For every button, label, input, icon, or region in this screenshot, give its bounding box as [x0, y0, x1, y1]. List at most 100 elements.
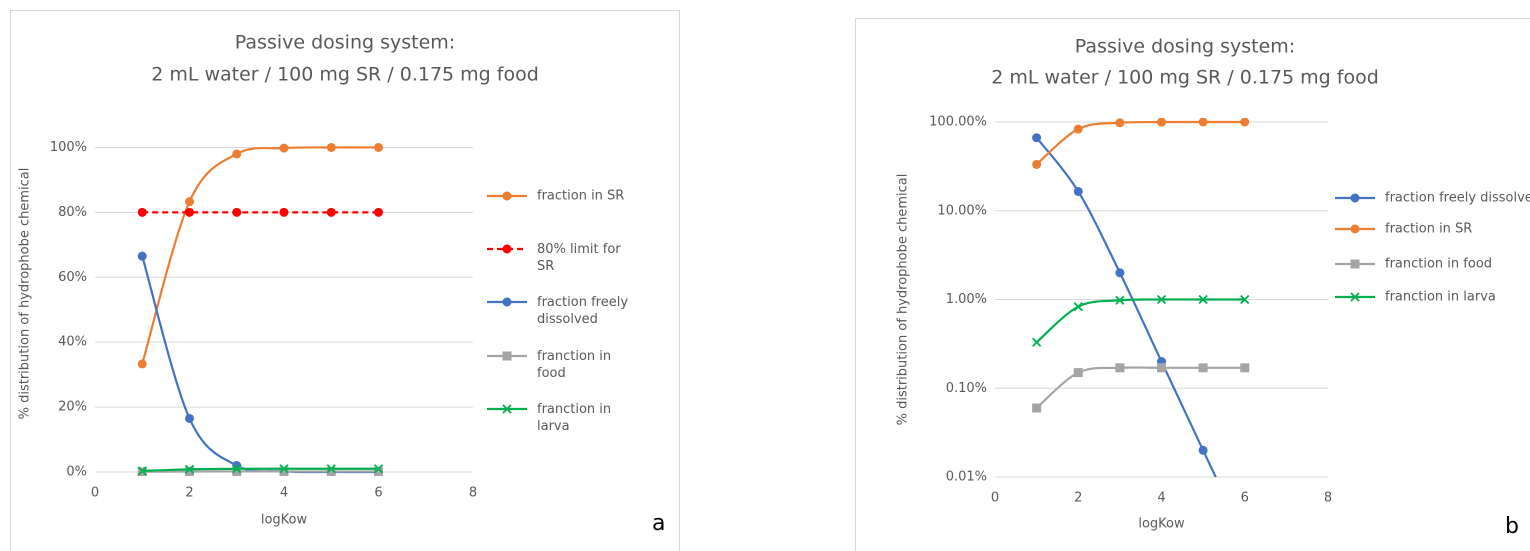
marker: [374, 142, 383, 152]
marker: [279, 143, 289, 153]
series-line: [1035, 120, 1245, 166]
y-tick-label: 0.10%: [946, 381, 987, 396]
marker: [1073, 302, 1083, 312]
legend-marker: [1350, 259, 1360, 269]
marker: [1031, 337, 1042, 347]
marker: [1198, 363, 1208, 373]
legend-label: franction in larva: [1385, 290, 1496, 305]
panel-label: a: [652, 511, 665, 536]
legend-label: fraction freely dissolved: [1385, 191, 1530, 206]
marker: [232, 464, 242, 474]
y-tick-label: 40%: [58, 335, 87, 350]
marker: [137, 251, 147, 261]
marker: [1240, 535, 1249, 544]
y-axis-label: % distribution of hydrophobe chemical: [18, 168, 33, 420]
legend-label: franction in food: [1385, 257, 1492, 272]
marker: [1198, 294, 1208, 305]
marker: [326, 207, 336, 217]
series-line: [1035, 137, 1217, 477]
series-line: [1035, 298, 1245, 344]
series-line: [141, 255, 379, 474]
y-tick-label: 0%: [66, 465, 87, 480]
marker: [137, 466, 147, 476]
plot-area: [1031, 118, 1250, 544]
marker: [326, 466, 336, 476]
marker: [1157, 118, 1166, 127]
legend-label: fraction in SR: [1385, 222, 1472, 237]
panel-border: [10, 10, 680, 551]
marker: [1073, 124, 1083, 134]
marker: [326, 464, 336, 474]
marker: [185, 413, 194, 423]
plot-area: [137, 142, 384, 476]
y-tick-label: 20%: [58, 400, 87, 415]
legend-label: franction in larva: [537, 402, 615, 434]
x-tick-label: 8: [469, 486, 477, 501]
chart-title: 2 mL water / 100 mg SR / 0.175 mg food: [151, 64, 539, 86]
x-tick-label: 8: [1324, 491, 1332, 506]
marker: [232, 149, 242, 159]
x-tick-label: 6: [374, 486, 382, 501]
x-axis-label: logKow: [261, 513, 308, 528]
legend-marker: [502, 297, 512, 307]
panel-border: [855, 18, 1530, 551]
x-tick-label: 2: [185, 486, 193, 501]
marker: [1115, 363, 1125, 373]
x-tick-label: 2: [1074, 491, 1082, 506]
y-tick-label: 10.00%: [937, 203, 987, 218]
y-tick-label: 60%: [58, 270, 87, 285]
marker: [137, 207, 147, 217]
marker: [1240, 294, 1250, 305]
marker: [1073, 368, 1083, 378]
marker: [279, 466, 289, 476]
legend-marker: [502, 244, 512, 254]
legend-label: fraction in SR: [537, 189, 624, 204]
x-tick-label: 0: [91, 486, 99, 501]
marker: [374, 207, 383, 217]
marker: [1240, 118, 1250, 127]
marker: [185, 197, 194, 207]
marker: [1156, 294, 1167, 305]
marker: [1073, 186, 1083, 196]
legend-label: 80% limit for SR: [537, 242, 625, 274]
legend-marker: [1350, 224, 1360, 234]
legend-label: fraction freely dissolved: [537, 295, 632, 327]
legend-marker: [1350, 292, 1360, 302]
marker: [1115, 118, 1125, 128]
marker: [1032, 133, 1042, 143]
legend-marker: [502, 351, 512, 361]
marker: [232, 207, 242, 217]
chart-title: Passive dosing system:: [235, 32, 455, 54]
panel-label: b: [1505, 514, 1519, 539]
marker: [184, 464, 195, 474]
marker: [137, 359, 147, 369]
marker: [374, 466, 383, 476]
marker: [326, 142, 336, 152]
x-axis-label: logKow: [1138, 517, 1185, 532]
y-axis-label: % distribution of hydrophobe chemical: [896, 174, 911, 426]
chart-title: 2 mL water / 100 mg SR / 0.175 mg food: [991, 67, 1379, 89]
x-tick-label: 0: [991, 491, 999, 506]
marker: [1032, 403, 1042, 413]
x-tick-label: 6: [1241, 491, 1249, 506]
y-tick-label: 100.00%: [929, 115, 987, 130]
y-tick-label: 0.01%: [946, 470, 987, 485]
x-tick-label: 4: [280, 486, 288, 501]
series-line: [142, 467, 379, 473]
marker: [185, 467, 194, 476]
legend-label: franction in food: [537, 349, 615, 381]
x-tick-label: 4: [1157, 491, 1165, 506]
marker: [1115, 295, 1125, 305]
marker: [1157, 363, 1166, 373]
legend-marker: [502, 191, 512, 201]
marker: [373, 464, 384, 474]
legend-marker: [1350, 193, 1360, 203]
marker: [185, 207, 194, 217]
marker: [232, 466, 242, 476]
series-line: [141, 146, 379, 365]
y-tick-label: 80%: [58, 205, 87, 220]
y-tick-label: 1.00%: [946, 292, 987, 307]
marker: [1198, 118, 1208, 127]
marker: [1240, 363, 1250, 373]
